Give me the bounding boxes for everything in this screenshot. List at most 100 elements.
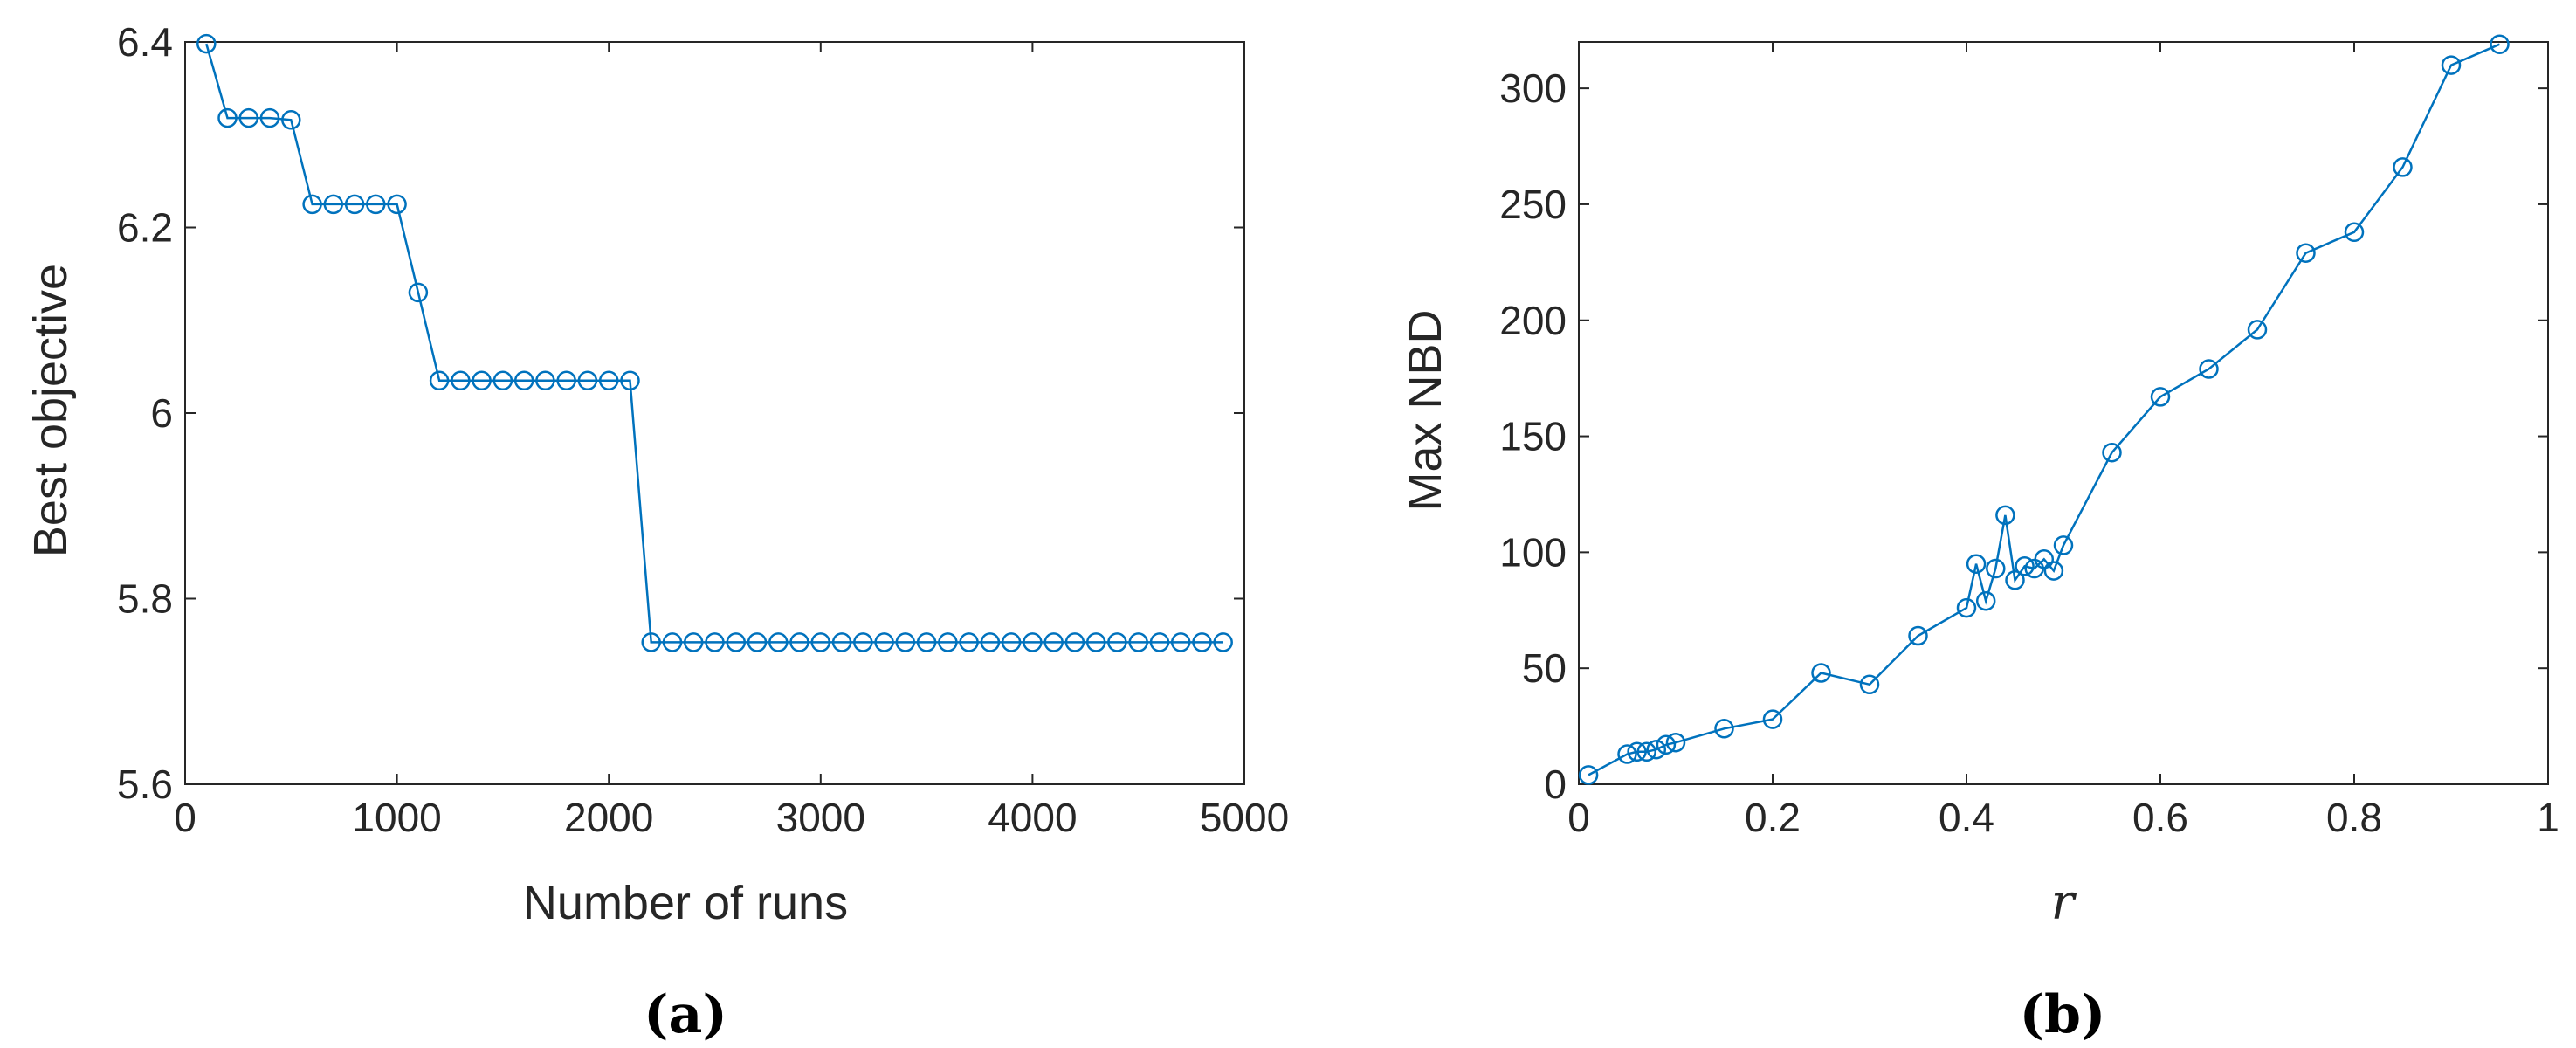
panel-a-data-point — [959, 632, 979, 652]
panel-b-y-ticks: 0 50 100 150 200 250 300 — [1499, 66, 2548, 807]
panel-a-x-tick-label: 2000 — [564, 795, 653, 840]
panel-a-data-point — [789, 632, 809, 652]
panel-a-x-tick-label: 4000 — [988, 795, 1077, 840]
panel-a-data-point — [853, 632, 873, 652]
panel-a-data-point — [238, 107, 259, 128]
panel-b-data-point — [1811, 663, 1831, 683]
panel-b-data-point — [2005, 570, 2025, 590]
panel-b-x-axis-label: r — [2051, 874, 2077, 931]
panel-a-data-point — [1128, 632, 1148, 652]
panel-a-data-point — [768, 632, 789, 652]
panel-a-y-tick-label: 6.4 — [117, 19, 173, 65]
panel-a-x-axis-label: Number of runs — [523, 877, 848, 929]
panel-b-data-point — [2034, 549, 2055, 569]
panel-a-data-point — [1149, 632, 1170, 652]
panel-a-y-tick-label: 5.6 — [117, 762, 173, 807]
panel-b-plot-frame — [1578, 41, 2549, 785]
panel-a-data-point — [472, 370, 492, 391]
panel-a-data-point — [1107, 632, 1127, 652]
panel-b-label: (b) — [2020, 984, 2106, 1045]
panel-b-data-point — [2043, 561, 2064, 581]
panel-b-data-point — [1975, 590, 1996, 611]
panel-b-data-point — [1714, 719, 1734, 739]
panel-a-data-point — [556, 370, 576, 391]
panel-a-data-point — [259, 107, 280, 128]
panel-a-data-point — [598, 370, 619, 391]
panel-a-data-point — [196, 33, 217, 54]
panel-a-data-point — [429, 370, 450, 391]
panel-b-data-point — [2150, 387, 2171, 407]
panel-a-data-point — [895, 632, 916, 652]
panel-a-data-point — [302, 194, 322, 215]
panel-a-data-point — [1043, 632, 1064, 652]
panel-a-data-point — [217, 107, 238, 128]
panel-b-y-axis-label: Max NBD — [1399, 309, 1451, 511]
panel-a-data-point — [1064, 632, 1085, 652]
panel-b-data-point — [1995, 505, 2015, 526]
panel-b-series-line — [1588, 43, 2500, 776]
panel-b-chart: 0 0.2 0.4 0.6 0.8 1 0 50 100 150 200 250 300 r Max … — [1399, 34, 2559, 1045]
panel-b-data-point — [1966, 554, 1987, 574]
panel-b-data-point — [2490, 34, 2510, 54]
panel-a-data-point — [281, 110, 301, 130]
panel-b-data-point — [2296, 243, 2316, 263]
panel-a-x-ticks: 0 1000 2000 3000 4000 5000 — [174, 42, 1289, 840]
panel-a-data-point — [492, 370, 513, 391]
panel-b-y-tick-label: 300 — [1499, 66, 1567, 111]
panel-b-data-point — [1617, 744, 1637, 764]
panel-a-label: (a) — [644, 984, 727, 1045]
panel-a-data-point — [726, 632, 747, 652]
panel-a-y-tick-label: 6 — [150, 390, 173, 436]
panel-b-data-point — [1859, 674, 1880, 695]
panel-b-y-tick-label: 150 — [1499, 414, 1567, 459]
panel-a-plot-frame — [184, 41, 1245, 785]
panel-b-data-point — [1627, 741, 1647, 762]
panel-a-data-point — [513, 370, 534, 391]
panel-b-data-point — [2344, 222, 2365, 243]
panel-a-data-point — [874, 632, 894, 652]
panel-b-data-point — [2247, 320, 2268, 340]
panel-a-x-tick-label: 5000 — [1200, 795, 1289, 840]
panel-a-data-point — [535, 370, 555, 391]
panel-b-data-point — [1656, 734, 1677, 755]
panel-b-y-tick-label: 0 — [1544, 762, 1567, 807]
panel-b-x-tick-label: 0 — [1567, 795, 1590, 840]
panel-a-x-tick-label: 1000 — [352, 795, 441, 840]
panel-a-x-tick-label: 3000 — [776, 795, 865, 840]
panel-a-data-point — [344, 194, 365, 215]
panel-b-y-tick-label: 100 — [1499, 529, 1567, 575]
panel-a-data-point — [916, 632, 937, 652]
panel-a-data-point — [810, 632, 831, 652]
panel-b-series-markers — [1578, 34, 2510, 785]
panel-b-data-point — [1762, 709, 1783, 729]
panel-b-x-tick-label: 0.8 — [2326, 795, 2382, 840]
panel-a-data-point — [1023, 632, 1043, 652]
panel-b-data-point — [1578, 765, 1599, 785]
panel-b-x-tick-label: 0.2 — [1745, 795, 1801, 840]
panel-a-data-point — [1213, 632, 1233, 652]
panel-a-data-point — [366, 194, 386, 215]
panel-a-data-point — [620, 370, 640, 391]
panel-a-series-markers — [196, 33, 1233, 652]
panel-a-y-axis-label: Best objective — [24, 264, 77, 557]
panel-a-chart: 0 1000 2000 3000 4000 5000 5.6 5.8 6 6.2 6.4 Numb… — [24, 19, 1289, 1045]
panel-a-data-point — [577, 370, 598, 391]
panel-b-x-ticks: 0 0.2 0.4 0.6 0.8 1 — [1567, 42, 2559, 840]
panel-a-x-tick-label: 0 — [174, 795, 196, 840]
panel-a-data-point — [938, 632, 958, 652]
panel-b-x-tick-label: 1 — [2537, 795, 2559, 840]
panel-a-data-point — [1192, 632, 1212, 652]
panel-b-y-tick-label: 50 — [1522, 645, 1567, 691]
panel-b-data-point — [1956, 597, 1977, 618]
panel-a-series-line — [205, 43, 1223, 644]
panel-a-y-ticks: 5.6 5.8 6 6.2 6.4 — [117, 19, 1244, 807]
panel-b-data-point — [1665, 732, 1686, 753]
panel-b-data-point — [1636, 741, 1656, 762]
panel-a-data-point — [683, 632, 704, 652]
panel-b-y-tick-label: 200 — [1499, 298, 1567, 343]
panel-a-y-tick-label: 6.2 — [117, 205, 173, 251]
panel-a-data-point — [387, 194, 407, 215]
panel-a-data-point — [747, 632, 768, 652]
panel-a-data-point — [451, 370, 471, 391]
